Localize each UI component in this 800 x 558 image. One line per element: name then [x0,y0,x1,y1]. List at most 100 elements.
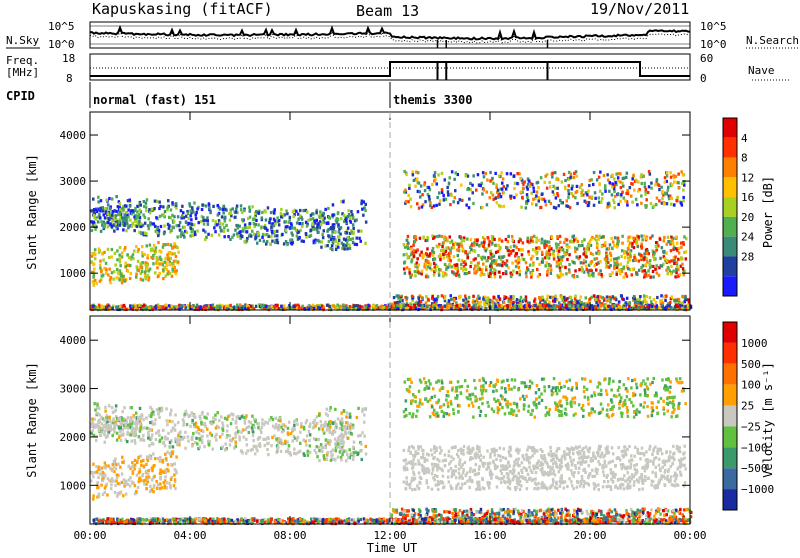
heatmap-cell [406,266,409,269]
heatmap-cell [623,276,626,279]
heatmap-cell [414,270,417,273]
heatmap-cell [291,232,294,235]
heatmap-cell [345,421,348,424]
heatmap-cell [532,264,535,267]
heatmap-cell [550,268,553,271]
colorbar-tick-label: 16 [741,191,754,204]
heatmap-cell [221,427,224,430]
heatmap-cell [403,253,406,256]
heatmap-cell [296,221,299,224]
heatmap-cell [100,422,103,425]
heatmap-cell [114,491,117,494]
heatmap-cell [267,442,270,445]
heatmap-cell [169,445,172,448]
heatmap-cell [104,207,107,210]
heatmap-cell [95,439,98,442]
heatmap-cell [122,208,125,211]
heatmap-cell [466,238,469,241]
heatmap-cell [472,191,475,194]
heatmap-cell [559,199,562,202]
heatmap-cell [141,251,144,254]
heatmap-cell [235,207,238,210]
heatmap-cell [483,238,486,241]
heatmap-cell [551,307,554,310]
heatmap-cell [629,186,632,189]
heatmap-cell [299,442,302,445]
heatmap-cell [170,257,173,260]
heatmap-cell [128,256,130,259]
heatmap-cell [465,301,468,304]
heatmap-cell [487,236,490,239]
heatmap-cell [240,204,243,207]
heatmap-cell [201,203,204,206]
heatmap-cell [488,275,491,278]
heatmap-cell [598,272,601,275]
heatmap-cell [544,175,547,178]
heatmap-cell [593,264,596,267]
heatmap-cell [546,273,549,276]
heatmap-cell [93,418,96,421]
heatmap-cell [121,456,124,459]
heatmap-cell [155,432,158,435]
heatmap-cell [223,205,226,208]
heatmap-cell [111,219,114,222]
heatmap-cell [421,205,424,208]
heatmap-cell [91,252,94,255]
heatmap-cell [162,277,165,280]
heatmap-cell [631,201,634,204]
heatmap-cell [109,207,112,210]
heatmap-cell [191,444,194,447]
heatmap-cell [167,258,170,261]
heatmap-cell [412,306,415,309]
heatmap-cell [444,295,447,298]
heatmap-cell [459,308,462,311]
heatmap-cell [634,259,637,262]
heatmap-cell [648,185,651,188]
heatmap-cell [158,306,161,309]
heatmap-cell [482,245,485,248]
heatmap-cell [239,438,242,441]
heatmap-cell [655,245,658,248]
heatmap-cell [539,206,542,209]
heatmap-cell [130,406,133,409]
heatmap-cell [123,406,126,409]
heatmap-cell [145,470,148,473]
heatmap-cell [301,305,304,308]
heatmap-cell [92,305,95,308]
heatmap-cell [234,216,237,219]
heatmap-cell [282,442,285,445]
heatmap-cell [348,431,351,434]
heatmap-cell [309,433,312,436]
heatmap-cell [535,203,538,206]
heatmap-cell [116,306,119,309]
heatmap-cell [403,305,406,308]
heatmap-cell [613,304,616,307]
heatmap-cell [132,209,135,212]
heatmap-cell [91,472,94,475]
heatmap-cell [491,305,494,308]
heatmap-cell [143,304,146,307]
heatmap-cell [601,296,604,299]
heatmap-cell [135,276,138,279]
heatmap-cell [339,427,342,430]
heatmap-cell [266,448,269,451]
heatmap-cell [495,186,498,189]
heatmap-cell [360,202,363,205]
heatmap-cell [119,260,122,263]
heatmap-cell [99,472,102,475]
heatmap-cell [631,273,634,276]
heatmap-cell [666,171,669,174]
heatmap-cell [669,171,672,174]
heatmap-cell [627,247,630,250]
heatmap-cell [201,412,204,415]
heatmap-cell [577,240,580,243]
heatmap-cell [589,297,592,300]
heatmap-cell [404,272,407,275]
heatmap-cell [212,304,215,307]
heatmap-cell [587,204,590,207]
heatmap-cell [571,187,574,190]
heatmap-cell [462,269,465,272]
heatmap-cell [191,206,194,209]
heatmap-cell [575,191,578,194]
heatmap-cell [157,412,160,415]
